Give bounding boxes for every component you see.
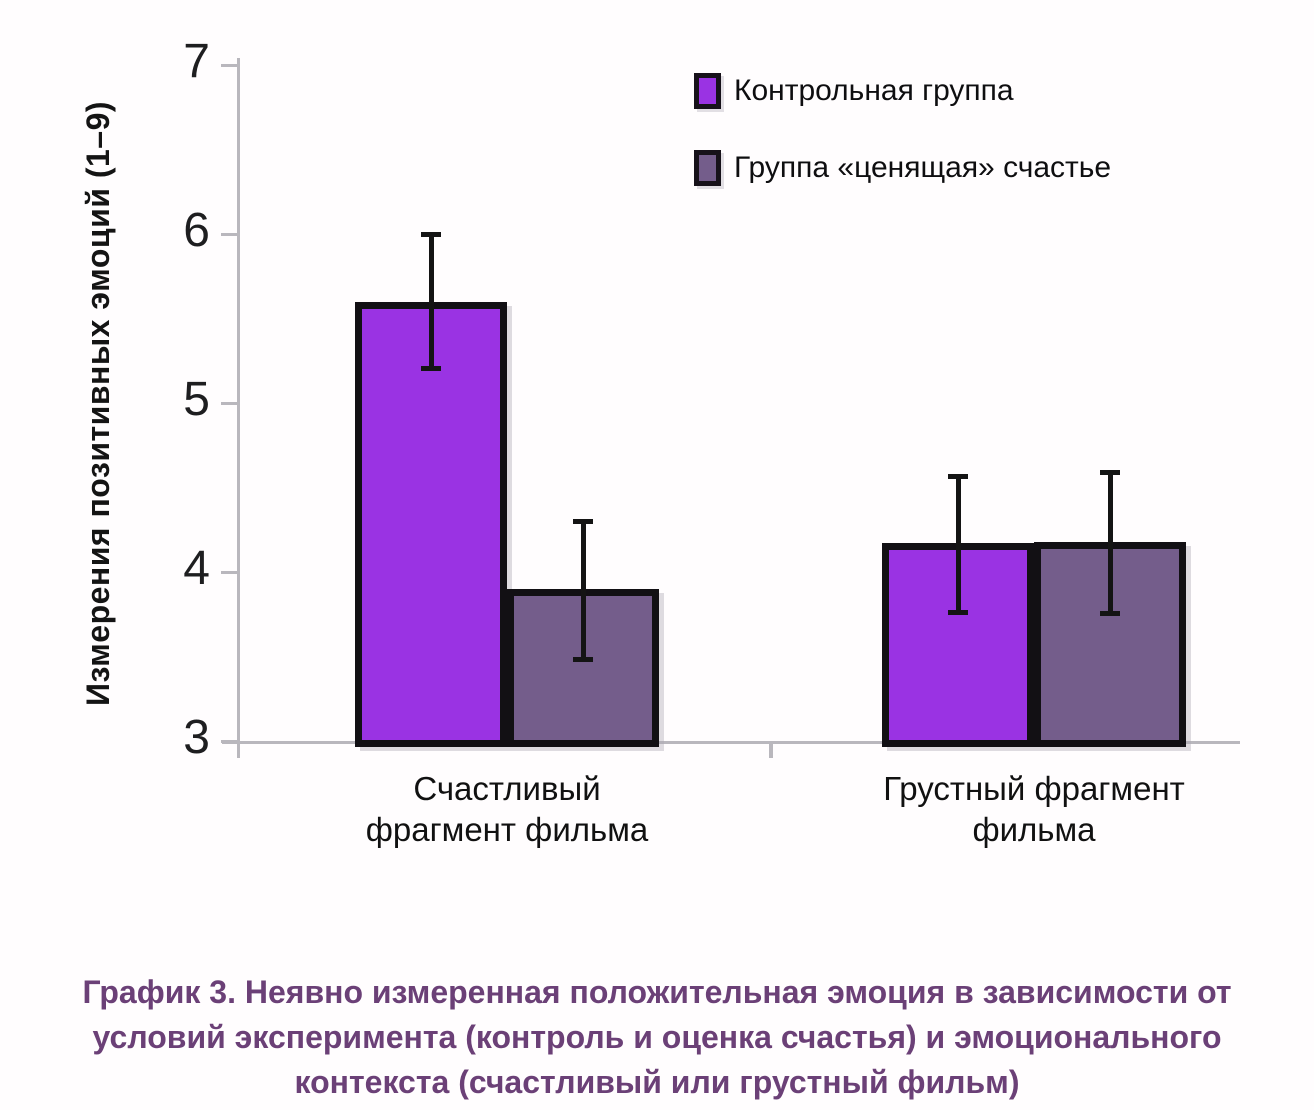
- error-bar-cap-top: [948, 473, 968, 479]
- legend-label: Контрольная группа: [734, 74, 1014, 107]
- x-category-label-line: Счастливый: [413, 770, 601, 807]
- error-bar-stem: [955, 475, 961, 613]
- y-tick: [221, 402, 237, 405]
- y-tick-label: 3: [183, 711, 210, 764]
- legend-item: Группа «ценящая» счастье: [694, 149, 1111, 187]
- y-tick-label: 6: [183, 204, 210, 257]
- error-bar-cap-bottom: [948, 609, 968, 615]
- x-category-label: Грустный фрагмент фильма: [774, 768, 1294, 850]
- x-category-label-line: Грустный фрагмент: [883, 770, 1185, 807]
- x-category-label-line: фильма: [972, 811, 1096, 848]
- bar-control-group1: [355, 301, 507, 747]
- y-tick-label: 5: [183, 373, 210, 426]
- error-bar-cap-bottom: [1100, 611, 1120, 617]
- legend-item: Контрольная группа: [694, 72, 1111, 110]
- x-category-label: Счастливый фрагмент фильма: [247, 768, 767, 850]
- y-tick-label: 4: [183, 542, 210, 595]
- legend-swatch-icon: [694, 73, 721, 109]
- error-bar-stem: [1107, 472, 1113, 615]
- x-axis-line: [222, 741, 1240, 744]
- y-axis-line: [237, 58, 240, 758]
- error-bar-cap-bottom: [421, 366, 441, 372]
- y-axis-title: Измерения позитивных эмоций (1–9): [80, 100, 116, 706]
- error-bar-stem: [428, 234, 434, 370]
- x-category-label-line: фрагмент фильма: [365, 811, 649, 848]
- y-tick: [221, 64, 237, 67]
- error-bar-cap-bottom: [573, 656, 593, 662]
- error-bar-cap-top: [1100, 470, 1120, 476]
- error-bar-cap-top: [573, 519, 593, 525]
- y-tick: [221, 233, 237, 236]
- y-tick-label: 7: [183, 35, 210, 88]
- error-bar-stem: [580, 521, 586, 660]
- caption-line-2: условий эксперимента (контроль и оценка …: [92, 1019, 1222, 1055]
- legend-label: Группа «ценящая» счастье: [734, 151, 1112, 184]
- y-tick: [221, 571, 237, 574]
- caption-line-1: График 3. Неявно измеренная положительна…: [82, 974, 1232, 1010]
- y-tick: [221, 740, 237, 743]
- caption-line-3: контекста (счастливый или грустный фильм…: [294, 1064, 1020, 1100]
- error-bar-cap-top: [421, 232, 441, 237]
- legend: Контрольная группа Группа «ценящая» счаст…: [694, 72, 1111, 226]
- x-axis-mid-tick: [769, 743, 773, 758]
- figure-caption: График 3. Неявно измеренная положительна…: [0, 970, 1314, 1105]
- legend-swatch-icon: [694, 150, 721, 186]
